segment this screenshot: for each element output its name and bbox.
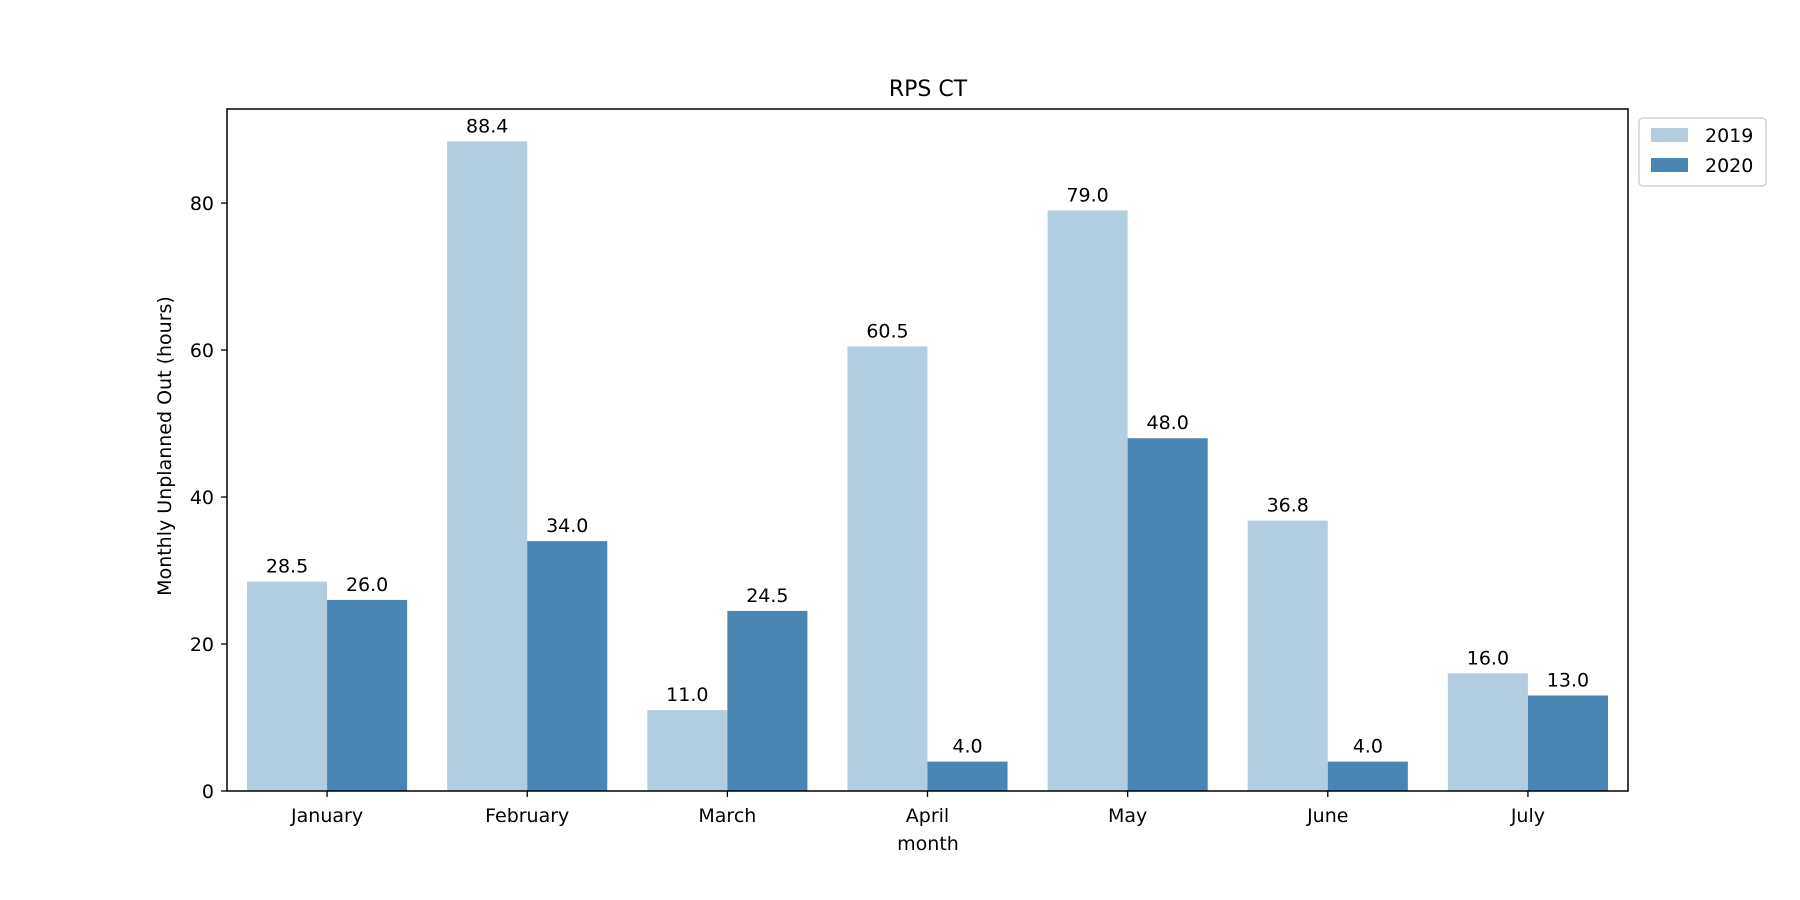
x-tick-label-june: June	[1306, 805, 1348, 827]
data-label-march-2020: 24.5	[746, 585, 788, 607]
data-label-january-2020: 26.0	[346, 574, 388, 596]
y-tick-label-60: 60	[190, 340, 214, 362]
legend-swatch-2020	[1651, 158, 1688, 172]
bar-april-2019	[847, 346, 928, 791]
bar-july-2020	[1527, 695, 1608, 791]
x-tick-label-january: January	[290, 805, 363, 827]
plot-frame	[226, 108, 1629, 792]
bar-july-2019	[1447, 673, 1528, 791]
axes-group: January February March April May June July 0 20 4…	[190, 108, 1629, 827]
bar-march-2019	[647, 710, 728, 791]
x-tick-label-may: May	[1108, 805, 1147, 827]
x-tick-label-february: February	[485, 805, 569, 827]
data-label-april-2019: 60.5	[866, 320, 908, 342]
data-label-may-2019: 79.0	[1066, 184, 1108, 206]
bar-april-2020	[927, 761, 1008, 791]
bar-june-2019	[1247, 520, 1328, 791]
bar-january-2020	[327, 599, 408, 791]
bars-group	[247, 141, 1608, 792]
bar-may-2019	[1047, 210, 1128, 792]
y-tick-label-20: 20	[190, 634, 214, 656]
data-labels-group: 28.5 26.0 88.4 34.0 11.0 24.5 60.5 4.0 79.0 48.0 3…	[266, 115, 1589, 757]
data-label-june-2019: 36.8	[1267, 495, 1309, 517]
chart-title: RPS CT	[889, 77, 968, 102]
bar-may-2020	[1127, 438, 1208, 791]
x-tick-label-july: July	[1510, 805, 1545, 827]
legend-swatch-2019	[1651, 128, 1688, 142]
y-tick-label-0: 0	[202, 781, 214, 803]
data-label-june-2020: 4.0	[1353, 736, 1383, 758]
bar-june-2020	[1327, 761, 1408, 791]
data-label-july-2020: 13.0	[1547, 669, 1589, 691]
data-label-january-2019: 28.5	[266, 556, 308, 578]
data-label-february-2020: 34.0	[546, 515, 588, 537]
x-tick-label-april: April	[906, 805, 949, 827]
y-tick-label-80: 80	[190, 193, 214, 215]
legend-label-2019: 2019	[1705, 125, 1753, 147]
legend-label-2020: 2020	[1705, 155, 1753, 177]
x-axis-label: month	[897, 833, 959, 855]
bar-february-2020	[527, 541, 608, 791]
data-label-march-2019: 11.0	[666, 684, 708, 706]
data-label-july-2019: 16.0	[1467, 647, 1509, 669]
y-axis-label: Monthly Unplanned Out (hours)	[154, 296, 176, 596]
bar-march-2020	[727, 610, 808, 791]
legend: 2019 2020	[1638, 117, 1767, 187]
x-tick-label-march: March	[698, 805, 756, 827]
bar-february-2019	[447, 141, 528, 792]
data-label-april-2020: 4.0	[952, 736, 982, 758]
y-tick-label-40: 40	[190, 487, 214, 509]
bar-january-2019	[247, 581, 328, 791]
data-label-february-2019: 88.4	[466, 115, 508, 137]
data-label-may-2020: 48.0	[1147, 412, 1189, 434]
